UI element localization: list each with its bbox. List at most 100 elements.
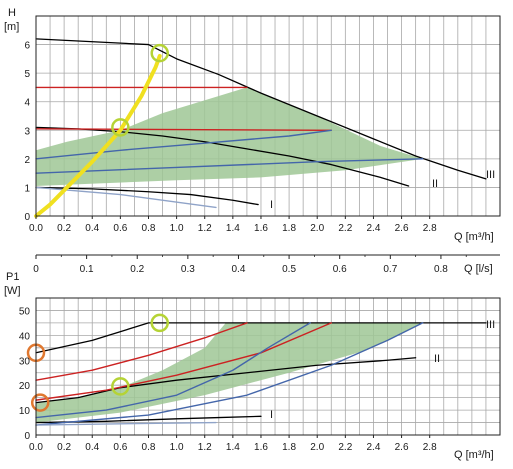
head-y-tick-label: 0 bbox=[24, 212, 30, 223]
head-x-tick-label: 2.2 bbox=[338, 223, 352, 234]
head-x-tick-label: 2.0 bbox=[310, 223, 324, 234]
head-series-line-5 bbox=[35, 129, 332, 160]
flow-ls-tick-label: 0.1 bbox=[80, 264, 94, 275]
power-y-ticks: 0 10 20 30 40 50 bbox=[19, 306, 31, 442]
power-series-line-6 bbox=[35, 322, 424, 426]
head-series-line-6 bbox=[35, 158, 424, 174]
flow-ls-label: Q [l/s] bbox=[464, 263, 493, 275]
power-y-tick-label: 20 bbox=[19, 381, 31, 392]
head-series-line-0 bbox=[35, 38, 487, 180]
head-x-tick-label: 1.0 bbox=[170, 223, 184, 234]
power-marker-circle-1 bbox=[111, 377, 130, 396]
head-chart: 0.0 0.2 0.4 0.6 0.8 1.0 1.2 1.4 1.6 1.8 2.0 2.2 2.4 2… bbox=[4, 7, 501, 243]
flow-ls-tick-label: 0.7 bbox=[383, 264, 397, 275]
head-y-tick-label: 2 bbox=[24, 155, 30, 166]
head-y-tick-label: 6 bbox=[24, 41, 30, 52]
power-curve-label-II: II bbox=[434, 353, 440, 365]
head-curve-label-II: II bbox=[432, 178, 438, 190]
power-curves bbox=[35, 322, 487, 426]
power-x-tick-label: 1.2 bbox=[198, 442, 212, 453]
power-x-tick-label: 0.2 bbox=[57, 442, 71, 453]
flow-ls-ticks: 0 0.1 0.2 0.3 0.4 0.5 0.6 0.7 0.8 bbox=[33, 255, 467, 275]
power-series-line-1 bbox=[35, 357, 417, 404]
power-y-tick-label: 50 bbox=[19, 306, 31, 317]
power-y-unit: [W] bbox=[4, 285, 21, 297]
power-chart-frame bbox=[35, 297, 501, 436]
head-y-tick-label: 3 bbox=[24, 126, 30, 137]
head-marker-circle-1 bbox=[111, 118, 130, 137]
head-curves bbox=[34, 38, 487, 218]
head-x-tick-label: 1.2 bbox=[198, 223, 212, 234]
flow-ls-tick-label: 0.8 bbox=[434, 264, 448, 275]
power-series-line-2 bbox=[35, 415, 262, 424]
power-series-line-7 bbox=[35, 421, 217, 426]
head-x-label: Q [m³/h] bbox=[454, 231, 494, 243]
head-series-line-2 bbox=[35, 186, 259, 206]
head-x-tick-label: 0.0 bbox=[29, 223, 43, 234]
power-x-tick-label: 2.4 bbox=[367, 442, 381, 453]
power-series-line-4 bbox=[35, 322, 332, 401]
flow-ls-tick-label: 0.5 bbox=[282, 264, 296, 275]
power-curve-label-III: III bbox=[486, 319, 495, 331]
head-x-tick-label: 2.4 bbox=[367, 223, 381, 234]
power-x-tick-label: 0.0 bbox=[29, 442, 43, 453]
power-x-tick-label: 2.6 bbox=[395, 442, 409, 453]
head-y-tick-label: 5 bbox=[24, 69, 30, 80]
power-x-tick-label: 2.8 bbox=[423, 442, 437, 453]
power-marker-circle-3 bbox=[30, 393, 50, 412]
head-y-unit: [m] bbox=[4, 21, 19, 33]
head-series-line-4 bbox=[35, 128, 332, 131]
power-marker-circle-0 bbox=[150, 313, 169, 333]
flow-ls-tick-label: 0 bbox=[33, 264, 39, 275]
flow-ls-tick-label: 0.2 bbox=[130, 264, 144, 275]
power-x-tick-label: 1.0 bbox=[170, 442, 184, 453]
power-y-tick-label: 0 bbox=[24, 431, 30, 442]
head-curve-label-III: III bbox=[486, 169, 495, 181]
head-x-tick-label: 1.6 bbox=[254, 223, 268, 234]
power-series-line-3 bbox=[35, 322, 248, 381]
head-markers bbox=[111, 43, 169, 137]
power-y-tick-label: 10 bbox=[19, 406, 31, 417]
power-y-label: P1 bbox=[6, 271, 19, 283]
power-series-line-5 bbox=[35, 322, 311, 419]
head-marker-circle-0 bbox=[150, 43, 169, 63]
head-y-ticks: 0 1 2 3 4 5 6 bbox=[24, 41, 30, 223]
power-y-tick-label: 30 bbox=[19, 356, 31, 367]
head-x-tick-label: 0.6 bbox=[113, 223, 127, 234]
power-x-tick-label: 1.4 bbox=[226, 442, 240, 453]
power-x-tick-label: 1.8 bbox=[282, 442, 296, 453]
power-x-tick-label: 2.0 bbox=[310, 442, 324, 453]
power-x-ticks: 0.0 0.2 0.4 0.6 0.8 1.0 1.2 1.4 1.6 1.8 2.0 2.2 2.4 2… bbox=[29, 435, 437, 453]
head-x-tick-label: 1.4 bbox=[226, 223, 240, 234]
head-chart-frame bbox=[35, 15, 501, 217]
head-x-tick-label: 0.8 bbox=[142, 223, 156, 234]
flow-ls-tick-label: 0.4 bbox=[232, 264, 246, 275]
head-x-tick-label: 0.4 bbox=[85, 223, 99, 234]
head-x-ticks: 0.0 0.2 0.4 0.6 0.8 1.0 1.2 1.4 1.6 1.8 2.0 2.2 2.4 2… bbox=[29, 216, 437, 234]
head-curve-label-I: I bbox=[270, 199, 273, 211]
power-x-tick-label: 0.8 bbox=[142, 442, 156, 453]
power-operating-area bbox=[36, 322, 423, 423]
head-series-line-1 bbox=[35, 126, 410, 187]
head-x-tick-label: 2.6 bbox=[395, 223, 409, 234]
power-x-tick-label: 0.4 bbox=[85, 442, 99, 453]
power-x-tick-label: 0.6 bbox=[113, 442, 127, 453]
power-series-line-0 bbox=[35, 322, 487, 354]
power-x-tick-label: 1.6 bbox=[254, 442, 268, 453]
power-x-label: Q [m³/h] bbox=[454, 449, 494, 461]
head-y-label: H bbox=[8, 7, 16, 19]
head-x-tick-label: 2.8 bbox=[423, 223, 437, 234]
flow-ls-tick-label: 0.6 bbox=[333, 264, 347, 275]
head-x-tick-label: 1.8 bbox=[282, 223, 296, 234]
head-y-tick-label: 4 bbox=[24, 98, 30, 109]
power-curve-label-I: I bbox=[270, 409, 273, 421]
head-series-line-8 bbox=[34, 54, 162, 218]
flow-ls-tick-label: 0.3 bbox=[181, 264, 195, 275]
head-y-tick-label: 1 bbox=[24, 183, 30, 194]
power-chart: 0.0 0.2 0.4 0.6 0.8 1.0 1.2 1.4 1.6 1.8 2.0 2.2 2.4 2… bbox=[4, 271, 501, 461]
head-x-tick-label: 0.2 bbox=[57, 223, 71, 234]
flow-ls-axis: 0 0.1 0.2 0.3 0.4 0.5 0.6 0.7 0.8 Q [l/s] bbox=[33, 254, 500, 275]
power-x-tick-label: 2.2 bbox=[338, 442, 352, 453]
power-y-tick-label: 40 bbox=[19, 331, 31, 342]
